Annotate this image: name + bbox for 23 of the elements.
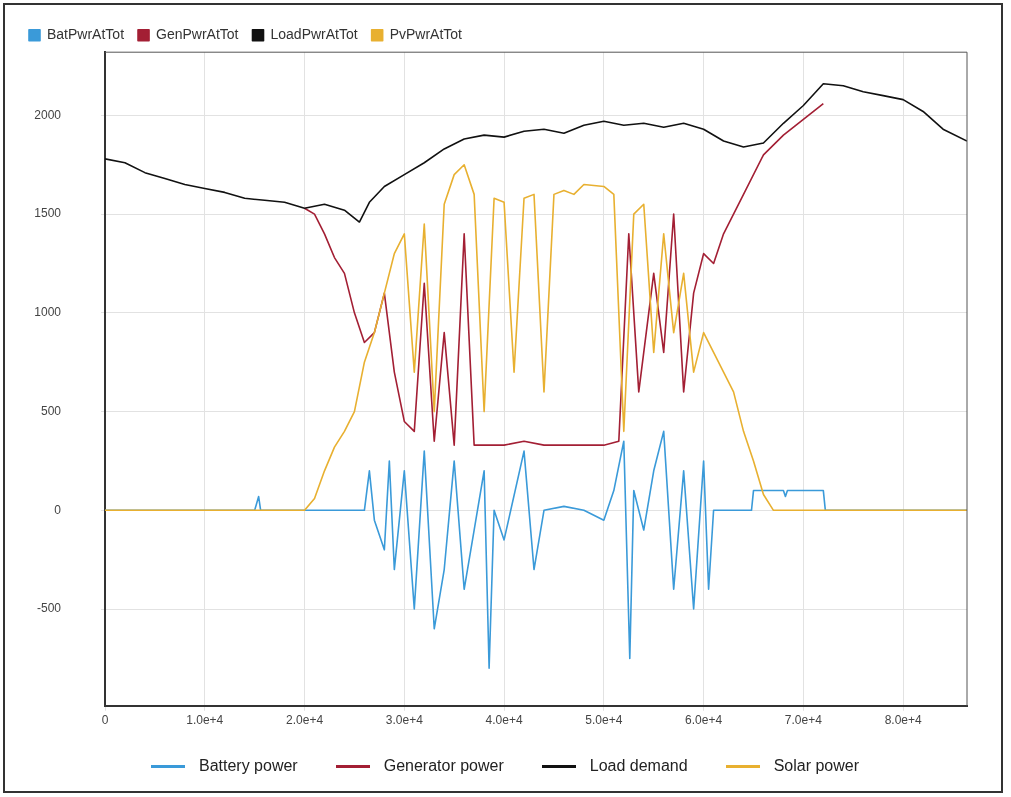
legend-label: GenPwrAtTot: [156, 26, 239, 43]
text: Load demand: [589, 757, 688, 775]
x-tick-label: 3.0e+4: [385, 713, 424, 728]
text: Generator power: [383, 757, 504, 775]
legend-label: BatPwrAtTot: [47, 26, 125, 43]
x-tick-label: 7.0e+4: [784, 713, 823, 728]
y-tick-label: 500: [40, 403, 62, 418]
x-tick-label: 1.0e+4: [186, 713, 224, 728]
x-tick-label: 2.0e+4: [286, 713, 324, 728]
x-tick-label: 0: [101, 713, 109, 728]
y-tick-label: -500: [36, 601, 62, 616]
x-tick-label: 8.0e+4: [884, 713, 922, 728]
y-tick-label: 1000: [34, 305, 62, 320]
x-tick-label: 6.0e+4: [685, 713, 723, 728]
x-tick-label: 4.0e+4: [485, 713, 523, 728]
x-tick-label: 5.0e+4: [585, 713, 623, 728]
legend-label: PvPwrAtTot: [389, 26, 463, 43]
y-tick-label: 0: [54, 502, 62, 517]
text: Battery power: [198, 757, 298, 775]
legend-label: LoadPwrAtTot: [270, 26, 358, 43]
y-tick-label: 1500: [34, 206, 62, 221]
y-tick-label: 2000: [34, 107, 62, 122]
text: Solar power: [773, 757, 859, 775]
